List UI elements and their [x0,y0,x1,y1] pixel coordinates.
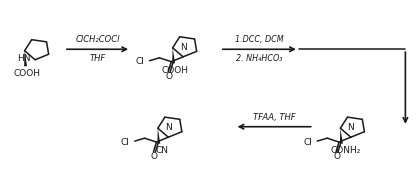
Text: Cl: Cl [121,138,130,146]
Text: HN: HN [17,54,30,63]
Text: 2. NH₄HCO₃: 2. NH₄HCO₃ [236,54,283,63]
Polygon shape [24,51,27,66]
Text: 1.DCC, DCM: 1.DCC, DCM [235,35,284,44]
Text: COOH: COOH [161,66,188,75]
Text: COOH: COOH [13,68,40,78]
Text: CN: CN [155,146,168,155]
Text: N: N [165,123,172,132]
Text: N: N [180,43,186,52]
Text: Cl: Cl [304,138,312,146]
Polygon shape [172,48,175,63]
Text: O: O [333,152,341,161]
Text: O: O [166,72,173,81]
Polygon shape [340,128,343,144]
Text: Cl: Cl [136,57,144,66]
Text: TFAA, THF: TFAA, THF [253,113,295,122]
Polygon shape [158,128,160,144]
Text: CONH₂: CONH₂ [330,146,360,155]
Text: N: N [347,123,354,132]
Text: ClCH₂COCl: ClCH₂COCl [75,35,120,44]
Text: THF: THF [89,54,106,63]
Text: O: O [151,152,158,161]
